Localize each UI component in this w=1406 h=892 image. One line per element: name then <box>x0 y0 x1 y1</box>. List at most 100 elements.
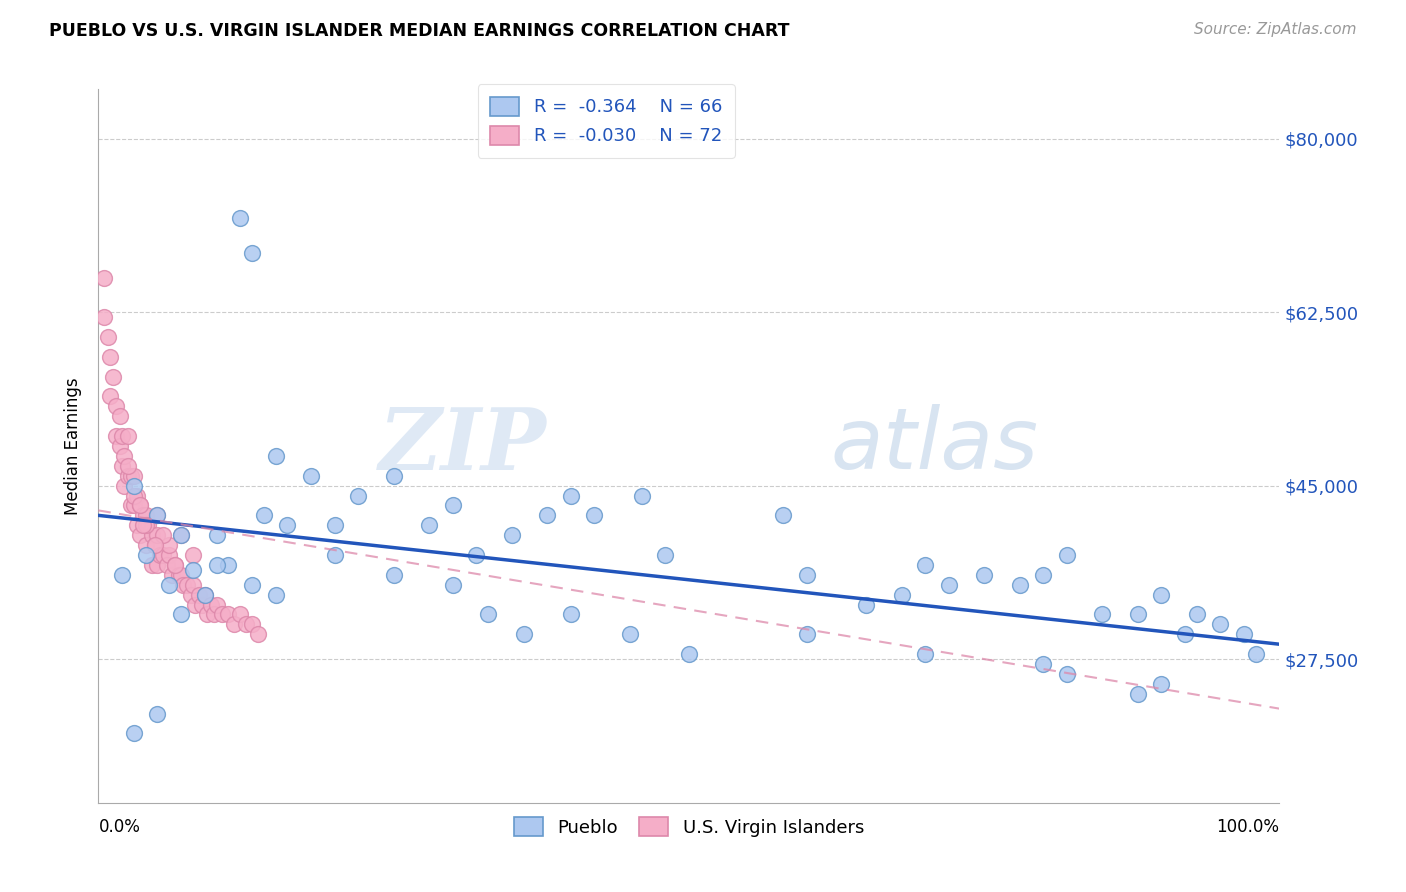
Point <box>323 548 346 562</box>
Legend: Pueblo, U.S. Virgin Islanders: Pueblo, U.S. Virgin Islanders <box>506 809 872 844</box>
Point <box>136 518 159 533</box>
Point <box>240 578 263 592</box>
Point <box>583 508 606 523</box>
Point <box>127 518 149 533</box>
Point <box>1056 667 1078 681</box>
Point <box>1150 588 1173 602</box>
Point <box>191 598 214 612</box>
Point <box>111 567 134 582</box>
Point <box>914 647 936 661</box>
Point <box>128 499 150 513</box>
Point <box>181 563 204 577</box>
Point <box>146 508 169 523</box>
Point <box>560 489 582 503</box>
Point <box>229 211 252 225</box>
Point <box>121 468 143 483</box>
Point <box>117 458 139 473</box>
Point <box>1209 617 1232 632</box>
Text: PUEBLO VS U.S. VIRGIN ISLANDER MEDIAN EARNINGS CORRELATION CHART: PUEBLO VS U.S. VIRGIN ISLANDER MEDIAN EA… <box>49 22 790 40</box>
Point <box>240 245 263 260</box>
Text: 100.0%: 100.0% <box>1216 818 1279 836</box>
Point <box>200 598 222 612</box>
Point <box>465 548 488 562</box>
Point <box>98 350 121 364</box>
Point <box>170 528 193 542</box>
Point <box>146 508 169 523</box>
Point <box>1126 607 1149 622</box>
Point <box>167 567 190 582</box>
Text: 0.0%: 0.0% <box>98 818 141 836</box>
Point <box>194 588 217 602</box>
Point <box>122 468 145 483</box>
Point <box>195 607 218 622</box>
Point <box>157 548 180 562</box>
Point <box>1233 627 1256 641</box>
Point <box>264 449 287 463</box>
Point <box>1008 578 1031 592</box>
Point <box>224 617 246 632</box>
Point <box>141 558 163 572</box>
Point <box>1126 687 1149 701</box>
Point <box>194 588 217 602</box>
Point <box>205 558 228 572</box>
Point <box>973 567 995 582</box>
Point <box>772 508 794 523</box>
Point <box>477 607 499 622</box>
Point <box>135 548 157 562</box>
Point <box>1174 627 1197 641</box>
Point <box>382 567 405 582</box>
Point <box>246 627 269 641</box>
Point <box>1244 647 1267 661</box>
Point <box>176 578 198 592</box>
Point <box>117 429 139 443</box>
Point <box>101 369 124 384</box>
Point <box>98 389 121 403</box>
Point <box>128 528 150 542</box>
Point <box>1150 677 1173 691</box>
Point <box>149 548 172 562</box>
Point <box>121 499 143 513</box>
Point <box>170 607 193 622</box>
Point <box>619 627 641 641</box>
Point <box>112 449 135 463</box>
Point <box>890 588 912 602</box>
Point <box>253 508 276 523</box>
Point <box>1032 567 1054 582</box>
Point <box>157 538 180 552</box>
Point <box>132 508 155 523</box>
Point <box>128 499 150 513</box>
Point <box>157 578 180 592</box>
Point <box>132 518 155 533</box>
Point <box>165 558 187 572</box>
Point <box>146 528 169 542</box>
Point <box>855 598 877 612</box>
Point <box>240 617 263 632</box>
Point <box>418 518 440 533</box>
Point <box>184 598 207 612</box>
Point <box>165 558 187 572</box>
Point <box>108 439 131 453</box>
Point <box>146 706 169 721</box>
Point <box>181 578 204 592</box>
Point <box>217 607 239 622</box>
Point <box>441 499 464 513</box>
Point <box>1185 607 1208 622</box>
Y-axis label: Median Earnings: Median Earnings <box>63 377 82 515</box>
Point <box>105 400 128 414</box>
Point <box>796 567 818 582</box>
Point <box>654 548 676 562</box>
Point <box>152 548 174 562</box>
Point <box>122 489 145 503</box>
Point <box>1091 607 1114 622</box>
Point <box>93 310 115 325</box>
Text: atlas: atlas <box>831 404 1039 488</box>
Point <box>235 617 257 632</box>
Point <box>135 508 157 523</box>
Point <box>347 489 370 503</box>
Point <box>205 598 228 612</box>
Point <box>108 409 131 424</box>
Point <box>143 538 166 552</box>
Point <box>112 478 135 492</box>
Point <box>229 607 252 622</box>
Point <box>141 528 163 542</box>
